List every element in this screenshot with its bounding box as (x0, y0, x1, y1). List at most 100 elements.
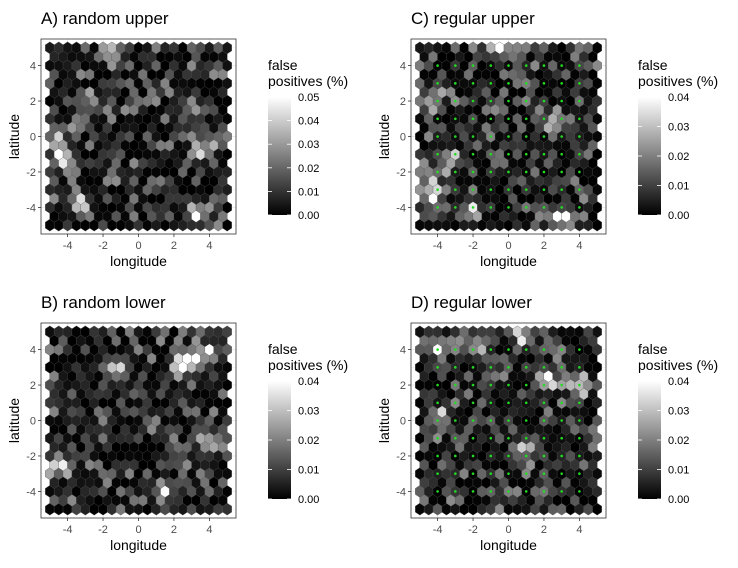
panel-title: D) regular lower (411, 293, 532, 312)
site-marker (507, 366, 510, 369)
site-marker (489, 188, 493, 191)
y-tick-label: -2 (26, 167, 36, 179)
site-marker (489, 348, 493, 351)
site-marker (524, 206, 528, 209)
x-tick-label: 2 (171, 524, 177, 536)
site-marker (542, 472, 546, 475)
y-tick-label: 2 (30, 380, 36, 392)
site-marker (507, 117, 510, 121)
legend-title-line2: positives (%) (638, 73, 718, 89)
site-marker (436, 64, 439, 67)
legend-tick-label: 0.01 (298, 186, 319, 198)
y-tick-label: 0 (400, 132, 406, 144)
site-marker (578, 366, 581, 369)
legend-tick-label: 0.03 (668, 406, 689, 418)
site-marker (578, 436, 581, 440)
site-marker (454, 366, 457, 369)
site-marker (507, 152, 510, 156)
y-axis-label: latitude (376, 398, 392, 443)
site-marker (560, 419, 563, 422)
site-marker (542, 82, 546, 85)
site-marker (507, 436, 510, 440)
y-tick-label: -4 (396, 486, 406, 498)
site-marker (471, 454, 475, 458)
site-marker (524, 64, 528, 67)
site-marker (560, 152, 563, 156)
site-marker (489, 366, 493, 369)
site-marker (560, 401, 563, 405)
site-marker (524, 170, 528, 174)
site-marker (578, 64, 581, 67)
site-marker (507, 82, 510, 85)
y-tick-label: 0 (30, 416, 36, 428)
site-marker (436, 383, 439, 387)
site-marker (560, 436, 563, 440)
x-tick-label: -4 (63, 524, 73, 536)
site-marker (454, 99, 457, 103)
site-marker (454, 152, 457, 156)
site-marker (542, 383, 546, 387)
legend-title-line1: false (638, 57, 668, 73)
site-marker (524, 152, 528, 156)
legend-title-line2: positives (%) (638, 357, 718, 373)
legend-tick-label: 0.00 (668, 210, 689, 222)
panel-title: C) regular upper (411, 9, 535, 28)
site-marker (560, 490, 563, 493)
site-marker (454, 419, 457, 422)
site-marker (507, 135, 510, 138)
site-marker (578, 170, 581, 174)
y-tick-label: 2 (400, 380, 406, 392)
site-marker (524, 472, 528, 475)
site-marker (471, 170, 475, 174)
x-tick-label: -2 (468, 240, 478, 252)
site-marker (560, 64, 563, 67)
site-marker (454, 383, 457, 387)
x-tick-label: -4 (433, 240, 443, 252)
legend-tick-label: 0.05 (298, 92, 319, 104)
x-tick-label: -4 (63, 240, 73, 252)
site-marker (454, 135, 457, 138)
site-marker (454, 401, 457, 405)
site-marker (524, 348, 528, 351)
legend-title-line1: false (638, 341, 668, 357)
site-marker (454, 117, 457, 121)
site-marker (542, 135, 546, 138)
site-marker (471, 419, 475, 422)
site-marker (471, 436, 475, 440)
y-tick-label: 4 (30, 61, 36, 73)
legend-colorbar (268, 381, 291, 499)
y-tick-label: -4 (396, 202, 406, 214)
site-markers (436, 64, 581, 209)
site-marker (489, 454, 493, 458)
site-marker (436, 117, 439, 121)
site-marker (454, 348, 457, 351)
site-marker (524, 401, 528, 405)
site-marker (542, 454, 546, 458)
x-tick-label: -2 (98, 240, 108, 252)
x-tick-label: -2 (468, 524, 478, 536)
site-marker (454, 490, 457, 493)
site-marker (436, 152, 439, 156)
legend-tick-label: 0.04 (668, 376, 689, 388)
y-tick-label: 2 (400, 96, 406, 108)
y-tick-label: 0 (400, 416, 406, 428)
site-marker (436, 472, 439, 475)
hexbin-cells (415, 41, 602, 232)
y-tick-label: 4 (400, 345, 406, 357)
site-marker (560, 454, 563, 458)
x-tick-label: 0 (505, 524, 511, 536)
hex-cell (222, 325, 232, 339)
site-marker (524, 82, 528, 85)
hex-cell (592, 41, 602, 55)
x-tick-label: 4 (206, 240, 212, 252)
site-marker (436, 82, 439, 85)
site-marker (471, 348, 475, 351)
y-tick-label: -2 (26, 451, 36, 463)
site-marker (436, 206, 439, 209)
site-marker (471, 152, 475, 156)
site-marker (560, 383, 563, 387)
legend-tick-label: 0.04 (298, 376, 319, 388)
site-marker (471, 99, 475, 103)
site-marker (436, 188, 439, 191)
